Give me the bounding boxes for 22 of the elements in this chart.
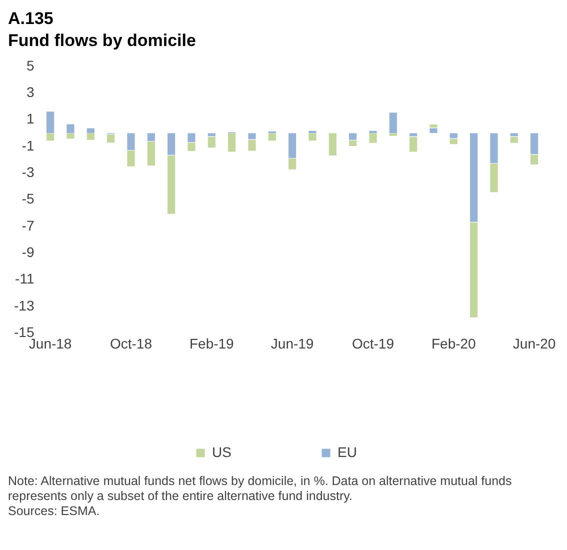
source-note: Sources: ESMA. [8, 504, 101, 519]
y-tick-label: -7 [22, 217, 34, 234]
x-tick-label: Feb-20 [431, 335, 476, 352]
x-tick-label: Feb-19 [189, 335, 234, 352]
y-tick-label: -5 [22, 190, 34, 207]
y-tick-label: -1 [22, 137, 34, 154]
y-tick-label: -9 [22, 244, 34, 260]
x-tick-label: Jun-19 [270, 335, 314, 352]
y-tick-label: 3 [26, 84, 34, 100]
x-tick-label: Oct-18 [110, 335, 152, 352]
legend-label: US [212, 444, 232, 460]
y-tick-label: 1 [26, 110, 34, 127]
text: Note: Alternative mutual funds net flows by domicile, in %. Data on alternative mutual funds represents only a subset of the entire alternative fund industry. [8, 474, 513, 504]
y-tick-label: -13 [14, 297, 34, 314]
legend-label: EU [338, 444, 357, 460]
x-tick-label: Jun-20 [512, 335, 556, 352]
y-tick-label: -11 [15, 270, 34, 287]
y-tick-label: 5 [26, 57, 34, 74]
chart-subtitle: Fund flows by domicile [8, 30, 197, 52]
x-tick-label: Oct-19 [352, 335, 394, 352]
chart-title: A.135 [8, 8, 54, 30]
y-tick-label: -3 [22, 164, 34, 180]
